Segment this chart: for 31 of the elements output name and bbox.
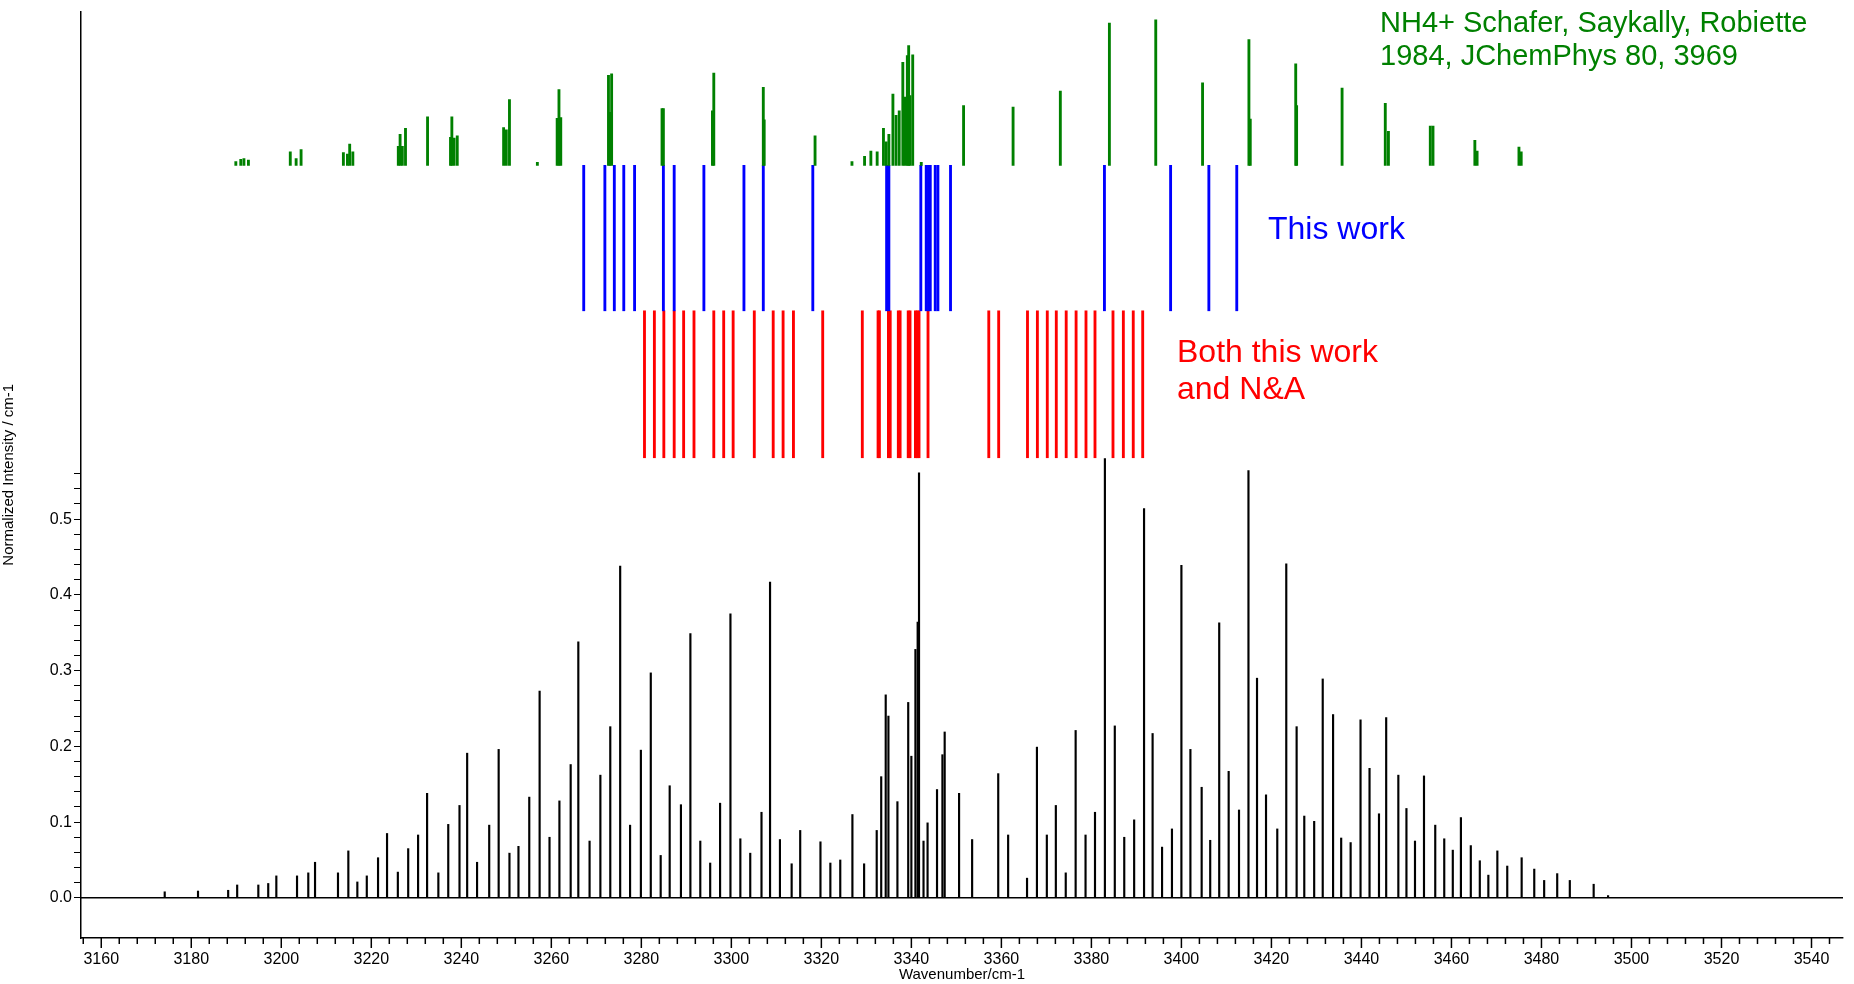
- x-tick-label: 3320: [803, 950, 840, 968]
- y-tick-label: 0.2: [49, 736, 73, 754]
- x-tick-label: 3280: [623, 950, 660, 968]
- x-tick-label: 3200: [263, 950, 300, 968]
- y-axis-title: Normalized Intensity / cm-1: [0, 383, 17, 566]
- x-tick-label: 3260: [533, 950, 570, 968]
- x-tick-label: 3160: [83, 950, 120, 968]
- x-tick-label: 3420: [1253, 950, 1290, 968]
- x-tick-label: 3360: [983, 950, 1020, 968]
- y-tick-label: 0.5: [49, 509, 73, 527]
- x-tick-label: 3480: [1523, 950, 1560, 968]
- x-tick-label: 3340: [893, 950, 930, 968]
- x-tick-label: 3180: [173, 950, 210, 968]
- x-tick-label: 3440: [1343, 950, 1380, 968]
- y-tick-label: 0.0: [49, 888, 73, 906]
- x-tick-label: 3300: [713, 950, 750, 968]
- x-tick-label: 3500: [1613, 950, 1650, 968]
- series-label: This work: [1268, 210, 1406, 247]
- x-tick-label: 3460: [1433, 950, 1470, 968]
- y-tick-label: 0.3: [49, 661, 73, 679]
- x-tick-label: 3380: [1073, 950, 1110, 968]
- x-tick-label: 3400: [1163, 950, 1200, 968]
- x-axis-title: Wavenumber/cm-1: [898, 965, 1026, 983]
- x-tick-label: 3240: [443, 950, 480, 968]
- series-label: Both this work and N&A: [1177, 333, 1379, 407]
- y-tick-label: 0.1: [49, 812, 73, 830]
- y-tick-label: 0.4: [49, 585, 73, 603]
- x-tick-label: 3220: [353, 950, 390, 968]
- series-label: NH4+ Schafer, Saykally, Robiette 1984, JChemPhys 80, 3969: [1380, 6, 1809, 73]
- x-tick-label: 3520: [1703, 950, 1740, 968]
- x-tick-label: 3540: [1793, 950, 1830, 968]
